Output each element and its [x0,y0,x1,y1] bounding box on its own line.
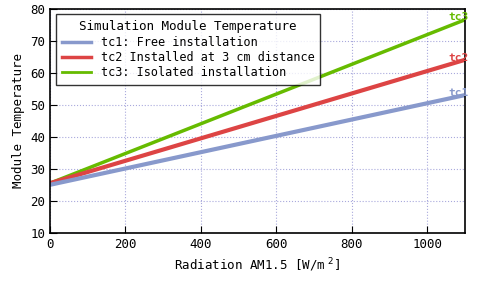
Text: tc2: tc2 [448,53,468,63]
Y-axis label: Module Temperature: Module Temperature [12,53,24,188]
X-axis label: Radiation AM1.5 [W/m$^{\ 2}$]: Radiation AM1.5 [W/m$^{\ 2}$] [174,256,340,274]
Legend: tc1: Free installation, tc2 Installed at 3 cm distance, tc3: Isolated installati: tc1: Free installation, tc2 Installed at… [56,14,320,85]
Text: tc3: tc3 [448,12,468,22]
Text: tc1: tc1 [448,88,468,99]
